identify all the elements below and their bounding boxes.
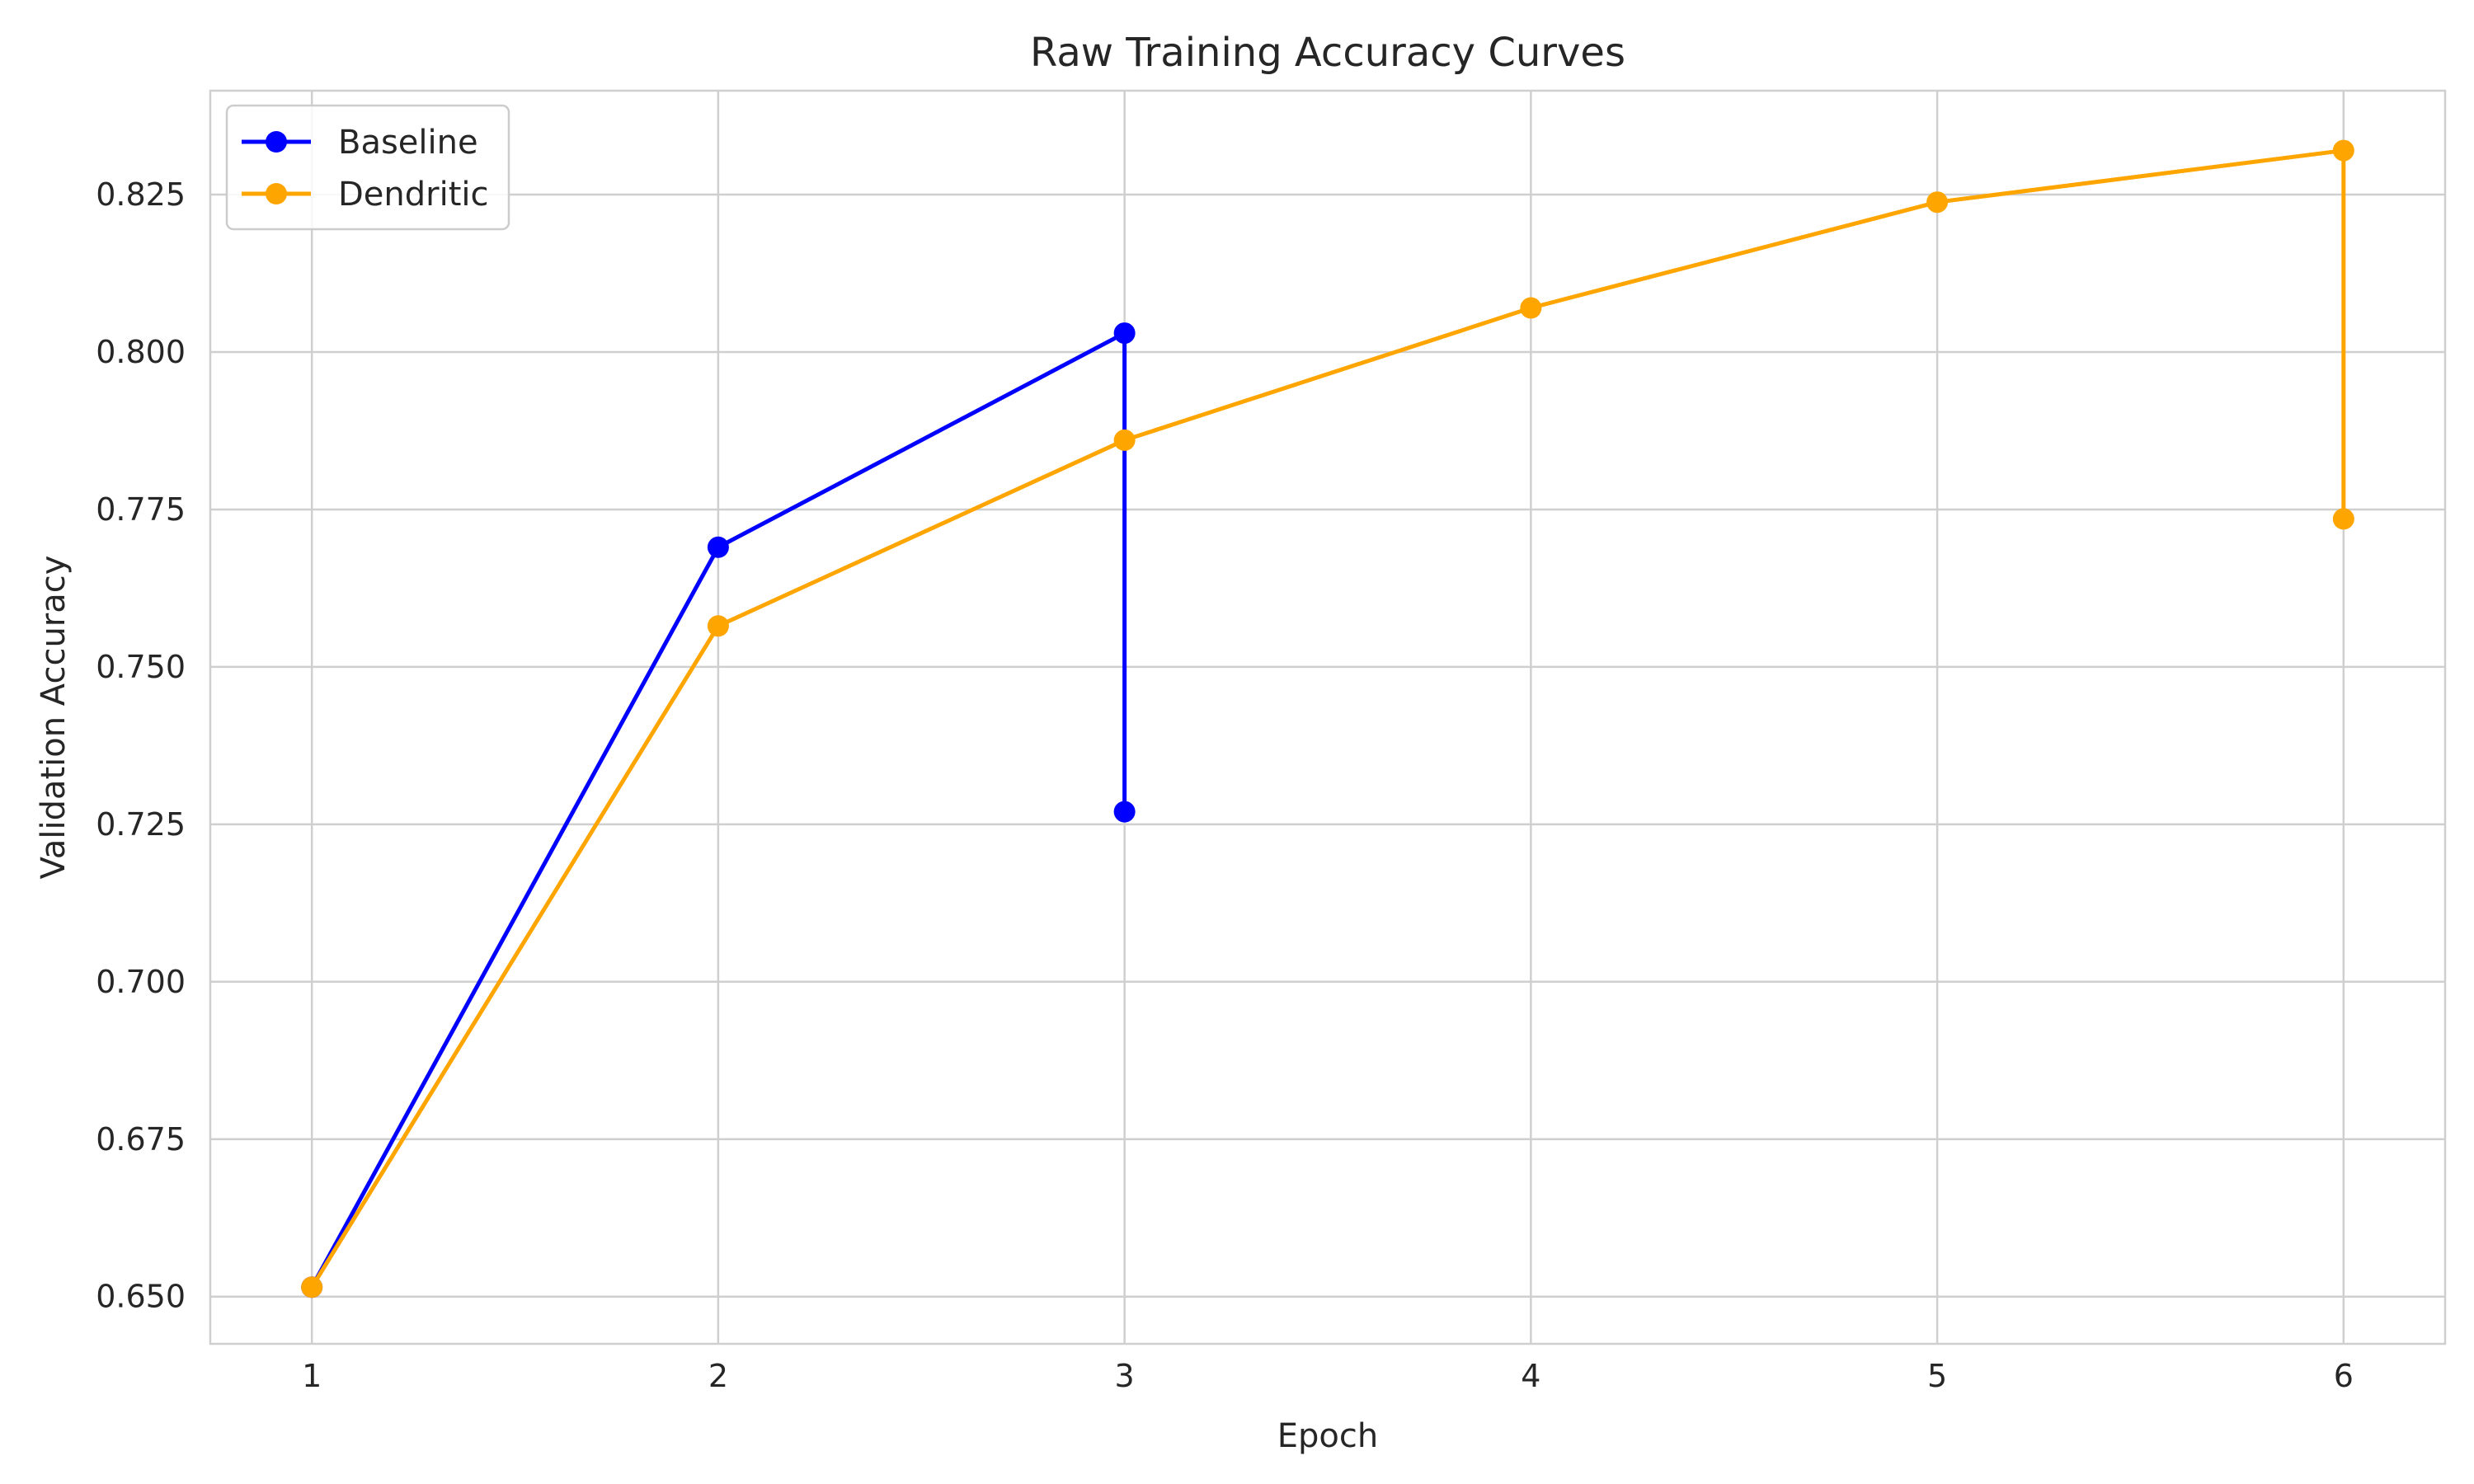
data-point-baseline [707,536,729,558]
chart-title: Raw Training Accuracy Curves [1030,30,1625,76]
data-point-dendritic [1520,297,1542,319]
legend: Baseline Dendritic [225,104,510,231]
legend-label-dendritic: Dendritic [338,176,489,214]
legend-item-baseline: Baseline [242,124,478,162]
x-axis-label: Epoch [1277,1417,1378,1455]
y-tick-label: 0.675 [96,1121,186,1158]
x-tick-label: 3 [1115,1358,1135,1394]
axis-ticks: 1 2 3 4 5 6 0.650 0.675 0.700 0.725 0.750 0.775 0.80… [96,176,2354,1394]
series-line-baseline [309,331,1127,1289]
y-tick-label: 0.725 [96,806,186,843]
legend-item-dendritic: Dendritic [242,176,489,214]
legend-label-baseline: Baseline [338,124,478,162]
data-point-dendritic [1926,191,1949,214]
data-point-baseline [1113,322,1136,345]
y-tick-label: 0.825 [96,176,186,213]
y-tick-label: 0.800 [96,334,186,370]
series-dendritic [301,139,2354,1298]
legend-marker-dendritic [266,183,287,204]
x-tick-label: 1 [302,1358,322,1394]
y-tick-label: 0.700 [96,964,186,1000]
data-point-dendritic [2332,508,2354,530]
legend-box [225,104,510,231]
x-tick-label: 5 [1927,1358,1947,1394]
legend-marker-baseline [266,131,287,153]
data-point-dendritic [707,615,729,637]
y-tick-label: 0.775 [96,491,186,528]
y-axis-label: Validation Accuracy [35,556,73,880]
data-point-dendritic [301,1276,323,1298]
x-tick-label: 2 [708,1358,728,1394]
series-layer [301,139,2354,1298]
plot-area-border [209,89,2447,1345]
series-line-dendritic [309,148,2346,1289]
data-point-dendritic [2332,139,2354,162]
x-tick-label: 6 [2334,1358,2354,1394]
data-point-dendritic [1113,429,1136,451]
y-tick-label: 0.650 [96,1279,186,1315]
grid [210,91,2445,1344]
data-point-baseline [1113,801,1136,823]
legend-items: Baseline Dendritic [242,124,489,214]
x-tick-label: 4 [1521,1358,1540,1394]
y-tick-label: 0.750 [96,649,186,685]
